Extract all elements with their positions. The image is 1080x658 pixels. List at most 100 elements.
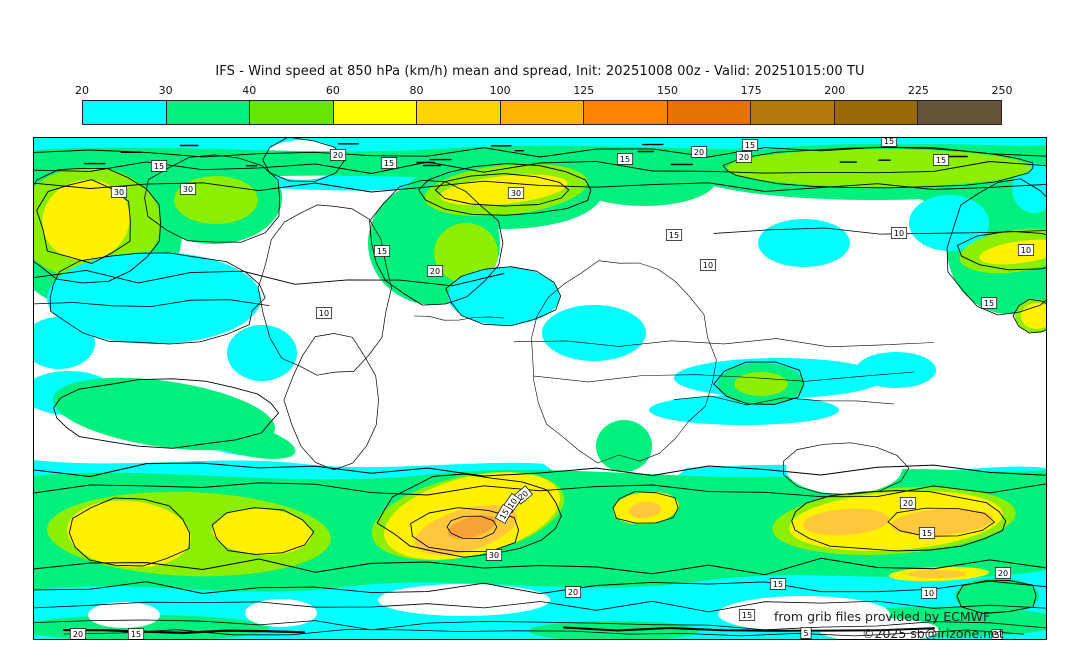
contour-line xyxy=(434,173,570,207)
contour-line xyxy=(957,230,1046,271)
svg-text:30: 30 xyxy=(489,551,499,560)
contour-label: 15 xyxy=(665,229,683,241)
contour-label: 20 xyxy=(329,149,347,161)
contour-line xyxy=(673,395,895,406)
svg-text:10: 10 xyxy=(703,261,713,270)
svg-text:10: 10 xyxy=(1021,246,1031,255)
contour-label: 30 xyxy=(507,187,525,199)
colorbar-tick-label: 150 xyxy=(656,84,678,97)
contour-line xyxy=(791,490,1007,552)
colorbar-cell xyxy=(333,101,418,124)
contour-line xyxy=(34,600,1046,613)
colorbar-tick-label: 30 xyxy=(158,84,173,97)
contour-line xyxy=(369,179,504,306)
colorbar-tick-label: 200 xyxy=(824,84,846,97)
contour-line xyxy=(34,482,1046,498)
chart-title: IFS - Wind speed at 850 hPa (km/h) mean … xyxy=(215,64,865,79)
contour-line xyxy=(446,515,498,539)
contour-line xyxy=(49,252,266,345)
svg-text:15: 15 xyxy=(377,247,387,256)
colorbar-cell xyxy=(83,101,167,124)
contour-label: 20 xyxy=(690,146,708,158)
svg-text:10: 10 xyxy=(894,229,904,238)
colorbar-cell xyxy=(751,101,835,124)
svg-text:5: 5 xyxy=(803,629,808,638)
svg-text:20: 20 xyxy=(694,148,704,157)
colorbar xyxy=(82,100,1002,125)
svg-text:15: 15 xyxy=(384,159,394,168)
colorbar-ticks: 20 30 40 60 80 100 125 150 175 200 225 250 xyxy=(75,84,1013,97)
contour-line xyxy=(257,204,392,376)
svg-text:15: 15 xyxy=(742,611,752,620)
contour-line xyxy=(563,626,935,632)
contour-line xyxy=(418,163,592,216)
contour-label: 20 xyxy=(735,151,753,163)
svg-text:10: 10 xyxy=(319,309,329,318)
svg-text:30: 30 xyxy=(511,189,521,198)
colorbar-cell xyxy=(166,101,251,124)
contour-label: 10 xyxy=(699,259,717,271)
contour-line xyxy=(34,619,1046,631)
contour-label: 20 xyxy=(426,265,444,277)
contour-label: 20 xyxy=(994,567,1012,579)
svg-text:15: 15 xyxy=(984,299,994,308)
svg-text:20: 20 xyxy=(903,499,913,508)
svg-text:20: 20 xyxy=(998,569,1008,578)
contour-line xyxy=(36,179,131,264)
contour-label: 30 xyxy=(110,186,128,198)
contour-line xyxy=(531,260,717,464)
contour-label: 15 xyxy=(494,504,514,524)
contour-line xyxy=(53,378,280,449)
contour-label: 30 xyxy=(485,549,503,561)
contour-line xyxy=(63,629,1025,637)
svg-text:15: 15 xyxy=(922,529,932,538)
contour-line xyxy=(946,178,1046,316)
svg-text:30: 30 xyxy=(114,188,124,197)
contour-line xyxy=(612,491,679,524)
contour-label: 20 xyxy=(899,497,917,509)
colorbar-cell xyxy=(250,101,334,124)
colorbar-tick-label: 125 xyxy=(573,84,595,97)
contour-label: 10 xyxy=(920,587,938,599)
svg-text:15: 15 xyxy=(498,508,511,521)
contour-label: 15 xyxy=(738,609,756,621)
contour-line xyxy=(34,146,1046,158)
contour-line xyxy=(513,338,935,348)
contour-label: 10 xyxy=(315,307,333,319)
amber-cores-south xyxy=(414,501,993,578)
contour-line xyxy=(34,462,1046,477)
contour-label: 15 xyxy=(150,160,168,172)
svg-text:5: 5 xyxy=(994,631,999,639)
contour-label: 15 xyxy=(918,527,936,539)
svg-text:20: 20 xyxy=(73,630,83,639)
colorbar-tick-label: 40 xyxy=(242,84,257,97)
contour-label: 20 xyxy=(69,628,87,639)
colorbar-cell xyxy=(417,101,501,124)
colorbar-tick-label: 175 xyxy=(740,84,762,97)
contour-line xyxy=(34,167,161,284)
world-wind-map: 15 20 30 30 15 15 20 30 15 20 15 10 15 20 15 15 10 10 15 10… xyxy=(33,137,1047,640)
contour-line xyxy=(211,507,315,555)
svg-text:15: 15 xyxy=(773,580,783,589)
wind-speed-contour-map: 15 20 30 30 15 15 20 30 15 20 15 10 15 20 15 15 10 10 15 10… xyxy=(34,138,1046,639)
svg-text:10: 10 xyxy=(924,589,934,598)
contour-line xyxy=(782,442,910,495)
svg-text:30: 30 xyxy=(183,185,193,194)
svg-text:15: 15 xyxy=(669,231,679,240)
contour-label: 15 xyxy=(980,297,998,309)
contour-label: 5 xyxy=(800,627,812,639)
colorbar-cell xyxy=(584,101,668,124)
contour-line xyxy=(144,154,280,243)
svg-text:15: 15 xyxy=(154,162,164,171)
contour-line xyxy=(262,138,346,182)
contour-line xyxy=(376,473,562,558)
yellowgreen-arabian-core xyxy=(734,372,788,396)
contour-label: 15 xyxy=(616,153,634,165)
svg-text:15: 15 xyxy=(884,138,894,146)
svg-text:20: 20 xyxy=(430,267,440,276)
colorbar-cell xyxy=(918,101,1002,124)
contour-line xyxy=(34,180,1046,193)
contour-line xyxy=(887,507,995,537)
svg-text:20: 20 xyxy=(568,588,578,597)
attribution-copyright: ©2025 sb@irizone.net xyxy=(862,626,1004,640)
